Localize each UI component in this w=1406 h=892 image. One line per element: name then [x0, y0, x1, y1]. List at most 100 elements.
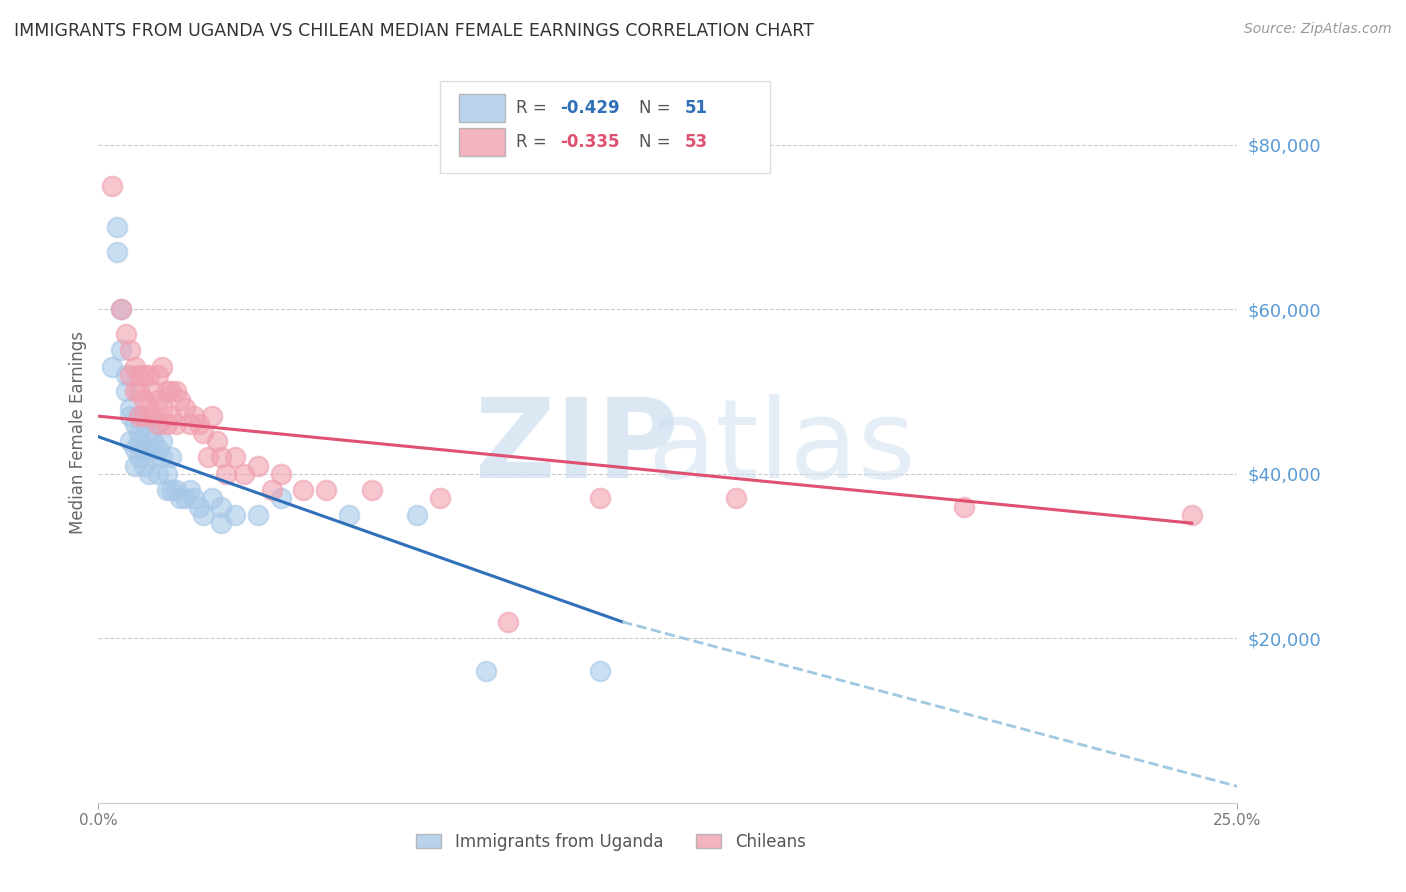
Point [588, 491, 610, 506]
Point [138, 425, 160, 440]
Point [132, 442, 155, 456]
Text: atlas: atlas [648, 394, 915, 501]
Point [160, 450, 183, 465]
Point [197, 450, 219, 465]
Point [193, 425, 215, 440]
Point [132, 392, 155, 407]
Text: N =: N = [640, 99, 671, 117]
Point [138, 442, 160, 456]
Point [120, 409, 142, 424]
Point [132, 417, 155, 432]
Point [146, 467, 169, 481]
Point [128, 450, 150, 465]
Point [337, 508, 360, 522]
Point [124, 458, 146, 473]
Point [187, 417, 209, 432]
Point [187, 500, 209, 514]
Text: IMMIGRANTS FROM UGANDA VS CHILEAN MEDIAN FEMALE EARNINGS CORRELATION CHART: IMMIGRANTS FROM UGANDA VS CHILEAN MEDIAN… [14, 22, 814, 40]
Point [114, 326, 136, 341]
Point [120, 343, 142, 358]
Point [142, 434, 165, 448]
Point [128, 409, 150, 424]
Text: 53: 53 [685, 134, 709, 152]
Point [165, 483, 187, 498]
Point [124, 442, 146, 456]
Y-axis label: Median Female Earnings: Median Female Earnings [69, 331, 87, 534]
Point [360, 483, 382, 498]
Point [114, 368, 136, 382]
Point [132, 368, 155, 382]
Point [1181, 508, 1204, 522]
Point [201, 491, 224, 506]
Bar [460, 128, 505, 156]
Text: R =: R = [516, 99, 547, 117]
Text: ZIP: ZIP [475, 394, 679, 501]
Point [110, 302, 132, 317]
Point [110, 343, 132, 358]
Point [165, 417, 187, 432]
Point [270, 491, 292, 506]
Point [160, 409, 183, 424]
Point [132, 409, 155, 424]
Point [128, 384, 150, 399]
Point [124, 359, 146, 374]
Point [150, 450, 173, 465]
Point [174, 401, 197, 415]
Point [138, 368, 160, 382]
Point [215, 467, 238, 481]
Point [169, 392, 191, 407]
Point [138, 467, 160, 481]
Point [474, 664, 496, 678]
Point [150, 359, 173, 374]
Point [246, 508, 269, 522]
Point [201, 409, 224, 424]
Point [120, 368, 142, 382]
Text: -0.335: -0.335 [560, 134, 619, 152]
Legend: Immigrants from Uganda, Chileans: Immigrants from Uganda, Chileans [409, 826, 813, 857]
Point [725, 491, 748, 506]
Point [224, 450, 246, 465]
Point [128, 434, 150, 448]
Point [120, 434, 142, 448]
Text: Source: ZipAtlas.com: Source: ZipAtlas.com [1244, 22, 1392, 37]
Text: 51: 51 [685, 99, 709, 117]
Point [315, 483, 337, 498]
Point [292, 483, 315, 498]
Point [209, 516, 232, 530]
Point [132, 458, 155, 473]
Point [142, 384, 165, 399]
Point [406, 508, 429, 522]
Point [101, 178, 124, 193]
Point [105, 244, 128, 259]
Point [165, 384, 187, 399]
Point [146, 368, 169, 382]
Point [128, 425, 150, 440]
Point [110, 302, 132, 317]
Point [270, 467, 292, 481]
Point [146, 392, 169, 407]
Point [209, 450, 232, 465]
Bar [460, 94, 505, 121]
Point [146, 417, 169, 432]
Point [101, 359, 124, 374]
Point [953, 500, 976, 514]
Point [169, 491, 191, 506]
Point [142, 409, 165, 424]
Point [174, 491, 197, 506]
Point [205, 434, 228, 448]
Point [588, 664, 610, 678]
Text: N =: N = [640, 134, 671, 152]
Point [138, 401, 160, 415]
Point [233, 467, 256, 481]
Text: R =: R = [516, 134, 547, 152]
Point [183, 409, 205, 424]
Point [179, 483, 201, 498]
Point [128, 409, 150, 424]
Point [146, 442, 169, 456]
Point [193, 508, 215, 522]
Point [105, 219, 128, 234]
FancyBboxPatch shape [440, 81, 770, 173]
Point [124, 417, 146, 432]
Point [429, 491, 451, 506]
Point [156, 417, 179, 432]
